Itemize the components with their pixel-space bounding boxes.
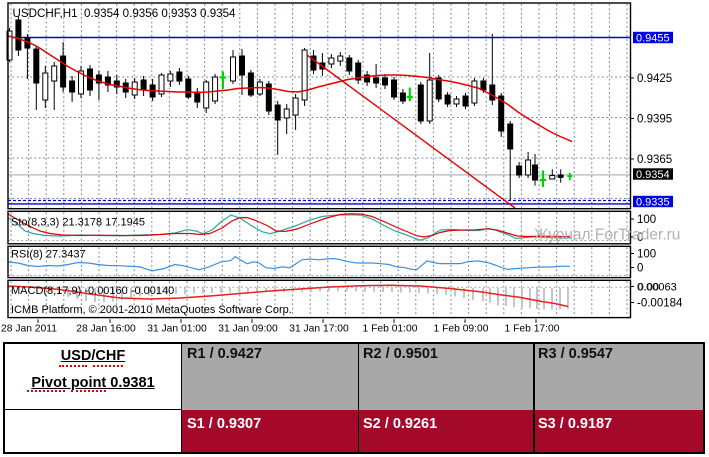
svg-text:0.9365: 0.9365 (637, 154, 672, 166)
svg-text:0: 0 (637, 263, 643, 275)
svg-text:31 Jan 17:00: 31 Jan 17:00 (289, 324, 349, 335)
svg-text:0: 0 (637, 232, 643, 244)
svg-text:Sto(8,3,3) 21.3178 17.1945: Sto(8,3,3) 21.3178 17.1945 (11, 217, 145, 229)
svg-text:1 Feb 01:00: 1 Feb 01:00 (363, 324, 418, 335)
svg-text:0.9425: 0.9425 (637, 73, 672, 85)
svg-text:RSI(8) 27.3437: RSI(8) 27.3437 (11, 249, 86, 261)
svg-text:0.00063: 0.00063 (637, 282, 677, 294)
svg-text:28 Jan 16:00: 28 Jan 16:00 (76, 324, 136, 335)
svg-text:1 Feb 09:00: 1 Feb 09:00 (434, 324, 489, 335)
svg-text:0.9335: 0.9335 (636, 197, 670, 209)
svg-text:Журнал ForTrader.ru: Журнал ForTrader.ru (534, 227, 680, 244)
svg-text:MACD(8,17,9) -0.00160 -0.00140: MACD(8,17,9) -0.00160 -0.00140 (11, 285, 174, 297)
svg-text:0.9395: 0.9395 (637, 114, 672, 126)
svg-text:USDCHF,H1 0.9354 0.9356 0.935: USDCHF,H1 0.9354 0.9356 0.9353 0.9354 (13, 7, 237, 20)
svg-text:1 Feb 17:00: 1 Feb 17:00 (505, 324, 560, 335)
svg-text:100: 100 (637, 214, 656, 226)
svg-text:0.9354: 0.9354 (636, 169, 670, 181)
svg-text:ICMB Platform, © 2001-2010 Met: ICMB Platform, © 2001-2010 MetaQuotes So… (11, 304, 292, 316)
svg-text:0.9455: 0.9455 (636, 33, 670, 45)
svg-text:100: 100 (637, 249, 656, 261)
svg-text:0.00: 0.00 (638, 282, 659, 294)
svg-text:-0.00184: -0.00184 (637, 298, 683, 310)
svg-text:31 Jan 09:00: 31 Jan 09:00 (218, 324, 278, 335)
svg-text:31 Jan 01:00: 31 Jan 01:00 (147, 324, 207, 335)
svg-text:28 Jan 2011: 28 Jan 2011 (1, 324, 57, 335)
